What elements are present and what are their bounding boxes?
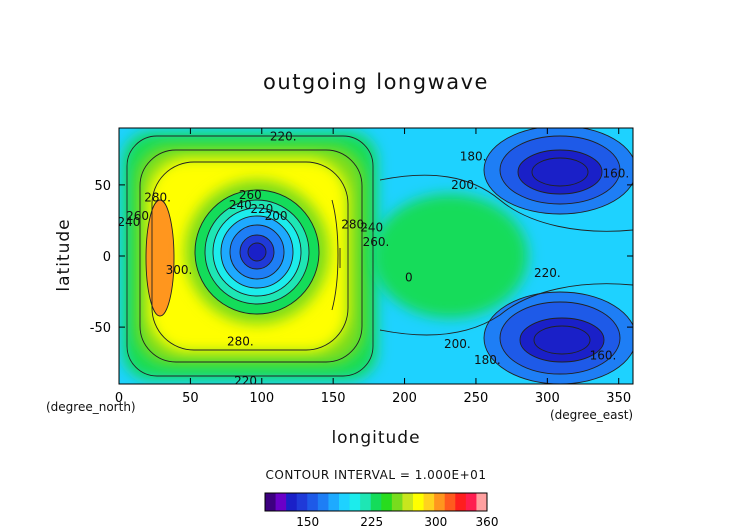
colorbar-frame — [264, 492, 488, 512]
contour-interval-text: CONTOUR INTERVAL = 1.000E+01 — [265, 468, 487, 482]
colorbar-tick-label: 300 — [424, 515, 447, 529]
y-tick-label: -50 — [90, 321, 111, 336]
colorbar-tick-label: 150 — [296, 515, 319, 529]
contour-label: 280. — [341, 218, 368, 232]
contour-label: 220. — [234, 374, 261, 388]
colorbar-swatch — [307, 493, 319, 511]
contour-field: 220.260240220200280.260240300.280.240260… — [118, 128, 633, 388]
contour-label: 180. — [460, 149, 487, 163]
colorbar-swatch — [339, 493, 351, 511]
contour-label: 260. — [363, 235, 390, 249]
colorbar-swatch — [455, 493, 467, 511]
colorbar-tick-label: 360 — [476, 515, 499, 529]
colorbar-swatch — [381, 493, 393, 511]
colorbar-swatch — [465, 493, 477, 511]
contour-label: 180. — [474, 353, 501, 367]
colorbar-swatch — [402, 493, 414, 511]
y-unit-label: (degree_north) — [46, 400, 136, 414]
contour-label: 200 — [265, 209, 288, 223]
contour-label: 280. — [144, 191, 171, 205]
contour-label: 220 — [250, 202, 273, 216]
y-tick-label: 0 — [103, 250, 111, 265]
contour-label: 0 — [405, 270, 413, 284]
contour-label: 300. — [166, 263, 193, 277]
colorbar-tick-label: 225 — [360, 515, 383, 529]
colorbar-swatch — [317, 493, 329, 511]
y-axis-label: latitude — [54, 218, 74, 292]
contour-label: 160. — [603, 167, 630, 181]
colorbar-swatch — [434, 493, 446, 511]
x-tick-label: 200 — [392, 391, 417, 406]
colorbar-swatch — [349, 493, 361, 511]
x-tick-label: 0 — [115, 391, 123, 406]
colorbar-swatch — [286, 493, 298, 511]
contour-label: 260 — [126, 209, 149, 223]
x-axis-label: longitude — [331, 428, 421, 448]
contour-label: 240 — [360, 221, 383, 235]
colorbar-swatch — [275, 493, 287, 511]
colorbar-swatch — [444, 493, 456, 511]
x-tick-label: 50 — [182, 391, 199, 406]
colorbar-swatch — [370, 493, 382, 511]
contour-label: 200. — [451, 178, 478, 192]
contour-label: 200. — [444, 337, 471, 351]
contour-label: 220. — [270, 130, 297, 144]
contour-label: 220. — [534, 266, 561, 280]
contour-label: 240 — [229, 198, 252, 212]
colorbar-swatch — [360, 493, 372, 511]
contour-label: 240 — [118, 215, 141, 229]
chart-title: outgoing longwave — [263, 70, 489, 94]
colorbar-swatch — [328, 493, 340, 511]
colorbar-swatch — [391, 493, 403, 511]
contour-label: 160. — [590, 349, 617, 363]
colorbar-swatch — [476, 493, 488, 511]
contour-label: 280. — [227, 334, 254, 348]
x-tick-label: 300 — [535, 391, 560, 406]
colorbar-swatch — [423, 493, 435, 511]
x-tick-label: 150 — [321, 391, 346, 406]
y-tick-label: 50 — [94, 179, 111, 194]
x-tick-label: 350 — [606, 391, 631, 406]
x-tick-label: 250 — [464, 391, 489, 406]
colorbar-swatch — [265, 493, 277, 511]
colorbar-swatch — [296, 493, 308, 511]
contour-label: 260 — [239, 188, 262, 202]
x-unit-label: (degree_east) — [550, 408, 634, 422]
colorbar-swatch — [413, 493, 425, 511]
x-tick-label: 100 — [249, 391, 274, 406]
